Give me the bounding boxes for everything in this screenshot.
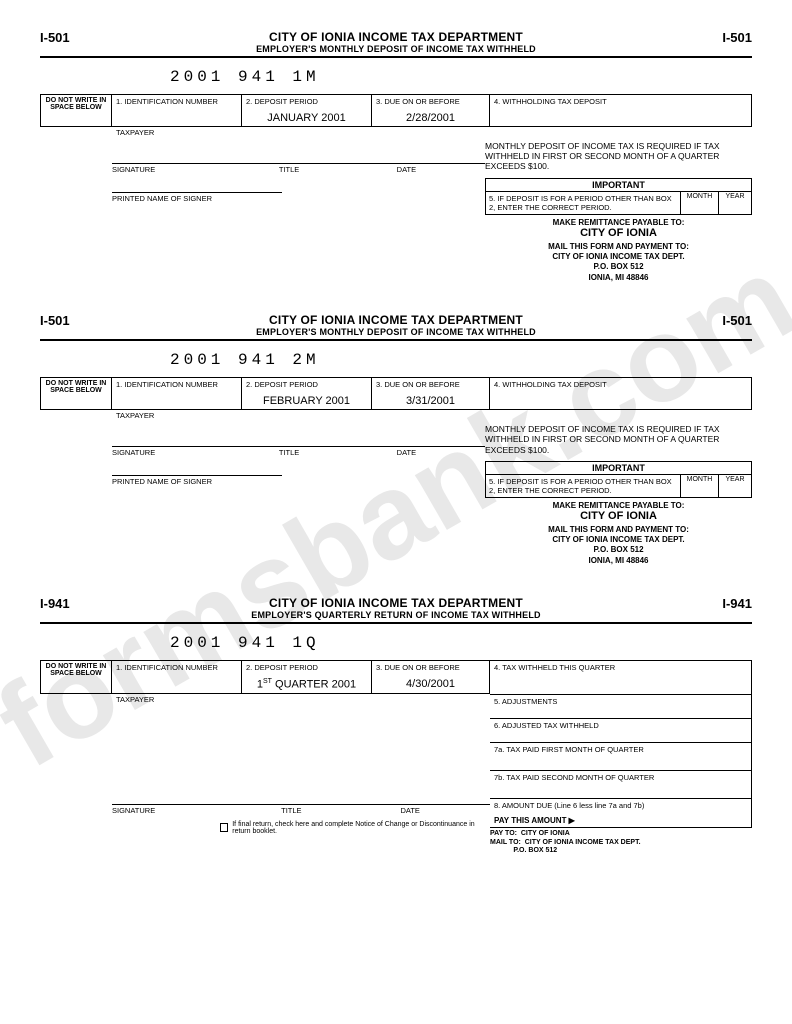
due-date-value: 2/28/2001 (376, 112, 485, 124)
mail-line3: IONIA, MI 48846 (485, 556, 752, 566)
printed-name-field[interactable]: PRINTED NAME OF SIGNER (112, 192, 282, 203)
remittance-label: MAKE REMITTANCE PAYABLE TO: (485, 218, 752, 227)
form-code-left: I-941 (40, 596, 70, 611)
title-field[interactable]: TITLE (281, 804, 400, 815)
final-return-text: If final return, check here and complete… (232, 821, 490, 835)
important-text: 5. IF DEPOSIT IS FOR A PERIOD OTHER THAN… (486, 475, 681, 497)
id-number-label: 1. IDENTIFICATION NUMBER (116, 380, 237, 389)
deposit-period-label: 2. DEPOSIT PERIOD (246, 663, 367, 672)
tax-paid-second: 7b. TAX PAID SECOND MONTH OF QUARTER (490, 771, 751, 799)
title-field[interactable]: TITLE (279, 446, 397, 457)
city-name: CITY OF IONIA (485, 227, 752, 239)
form-code-left: I-501 (40, 313, 70, 328)
important-header: IMPORTANT (486, 462, 751, 475)
date-field[interactable]: DATE (397, 446, 485, 457)
adjusted-tax: 6. ADJUSTED TAX WITHHELD (490, 719, 751, 743)
due-date-label: 3. DUE ON OR BEFORE (376, 97, 485, 106)
form-code-right: I-501 (722, 30, 752, 45)
mailto-line2: P.O. BOX 512 (513, 847, 557, 854)
deposit-period-value: JANUARY 2001 (246, 112, 367, 124)
dept-subtitle: EMPLOYER'S QUARTERLY RETURN OF INCOME TA… (251, 610, 540, 620)
form-i941: I-941 CITY OF IONIA INCOME TAX DEPARTMEN… (40, 596, 752, 855)
dept-subtitle: EMPLOYER'S MONTHLY DEPOSIT OF INCOME TAX… (256, 327, 536, 337)
form-code-right: I-941 (722, 596, 752, 611)
month-label: MONTH (681, 192, 719, 214)
signature-field[interactable]: SIGNATURE (112, 804, 281, 815)
taxpayer-label: TAXPAYER (116, 411, 752, 420)
final-return-checkbox[interactable] (220, 823, 228, 832)
mailto-line1: CITY OF IONIA INCOME TAX DEPT. (525, 839, 641, 846)
year-code: 2001 941 1Q (40, 634, 752, 652)
dept-title: CITY OF IONIA INCOME TAX DEPARTMENT (251, 596, 540, 610)
form-i501-1: I-501 CITY OF IONIA INCOME TAX DEPARTMEN… (40, 30, 752, 283)
month-label: MONTH (681, 475, 719, 497)
form-code-right: I-501 (722, 313, 752, 328)
year-label: YEAR (719, 192, 751, 214)
id-number-label: 1. IDENTIFICATION NUMBER (116, 663, 237, 672)
withholding-label: 4. WITHHOLDING TAX DEPOSIT (494, 97, 747, 106)
tax-withheld-quarter: 4. TAX WITHHELD THIS QUARTER (490, 661, 751, 695)
dept-subtitle: EMPLOYER'S MONTHLY DEPOSIT OF INCOME TAX… (256, 44, 536, 54)
do-not-write: DO NOT WRITE IN SPACE BELOW (40, 94, 112, 127)
year-label: YEAR (719, 475, 751, 497)
year-code: 2001 941 1M (40, 68, 752, 86)
do-not-write: DO NOT WRITE IN SPACE BELOW (40, 377, 112, 410)
date-field[interactable]: DATE (400, 804, 490, 815)
due-date-value: 4/30/2001 (376, 678, 485, 690)
title-field[interactable]: TITLE (279, 163, 397, 174)
mail-line1: CITY OF IONIA INCOME TAX DEPT. (485, 252, 752, 262)
amount-due: 8. AMOUNT DUE (Line 6 less line 7a and 7… (490, 799, 751, 827)
printed-name-field[interactable]: PRINTED NAME OF SIGNER (112, 475, 282, 486)
deposit-period-value: 1ST QUARTER 2001 (246, 678, 367, 691)
deposit-period-label: 2. DEPOSIT PERIOD (246, 97, 367, 106)
payto-label: PAY TO: (490, 830, 517, 837)
important-text: 5. IF DEPOSIT IS FOR A PERIOD OTHER THAN… (486, 192, 681, 214)
taxpayer-label: TAXPAYER (116, 695, 490, 704)
payto-city: CITY OF IONIA (521, 830, 570, 837)
dept-title: CITY OF IONIA INCOME TAX DEPARTMENT (256, 313, 536, 327)
mail-label: MAIL THIS FORM AND PAYMENT TO: (485, 525, 752, 535)
due-date-label: 3. DUE ON OR BEFORE (376, 380, 485, 389)
signature-field[interactable]: SIGNATURE (112, 163, 279, 174)
deposit-period-value: FEBRUARY 2001 (246, 395, 367, 407)
date-field[interactable]: DATE (397, 163, 485, 174)
id-number-label: 1. IDENTIFICATION NUMBER (116, 97, 237, 106)
monthly-deposit-note: MONTHLY DEPOSIT OF INCOME TAX IS REQUIRE… (485, 424, 752, 455)
mail-label: MAIL THIS FORM AND PAYMENT TO: (485, 242, 752, 252)
pay-this-amount: PAY THIS AMOUNT ▶ (494, 816, 747, 825)
due-date-label: 3. DUE ON OR BEFORE (376, 663, 485, 672)
mailto-label: MAIL TO: (490, 839, 521, 846)
form-code-left: I-501 (40, 30, 70, 45)
tax-paid-first: 7a. TAX PAID FIRST MONTH OF QUARTER (490, 743, 751, 771)
signature-field[interactable]: SIGNATURE (112, 446, 279, 457)
mail-line3: IONIA, MI 48846 (485, 273, 752, 283)
withholding-label: 4. WITHHOLDING TAX DEPOSIT (494, 380, 747, 389)
year-code: 2001 941 2M (40, 351, 752, 369)
taxpayer-label: TAXPAYER (116, 128, 752, 137)
deposit-period-label: 2. DEPOSIT PERIOD (246, 380, 367, 389)
mail-line2: P.O. BOX 512 (485, 262, 752, 272)
monthly-deposit-note: MONTHLY DEPOSIT OF INCOME TAX IS REQUIRE… (485, 141, 752, 172)
adjustments: 5. ADJUSTMENTS (490, 695, 751, 719)
mail-line2: P.O. BOX 512 (485, 545, 752, 555)
important-header: IMPORTANT (486, 179, 751, 192)
form-i501-2: I-501 CITY OF IONIA INCOME TAX DEPARTMEN… (40, 313, 752, 566)
dept-title: CITY OF IONIA INCOME TAX DEPARTMENT (256, 30, 536, 44)
mail-line1: CITY OF IONIA INCOME TAX DEPT. (485, 535, 752, 545)
due-date-value: 3/31/2001 (376, 395, 485, 407)
city-name: CITY OF IONIA (485, 510, 752, 522)
do-not-write: DO NOT WRITE IN SPACE BELOW (40, 660, 112, 694)
remittance-label: MAKE REMITTANCE PAYABLE TO: (485, 501, 752, 510)
